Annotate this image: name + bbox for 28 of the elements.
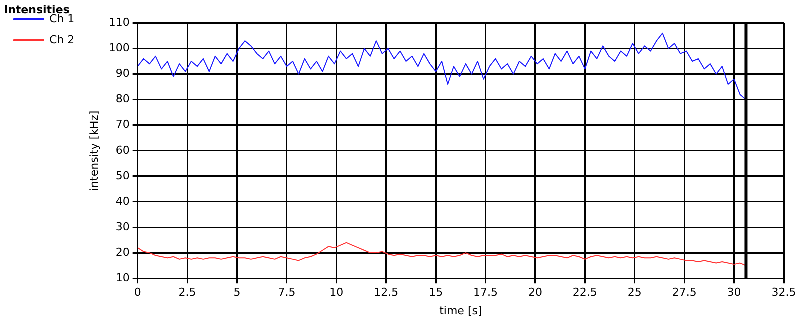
x-tick-label: 22.5 [572, 286, 598, 300]
x-tick-label: 32.5 [772, 286, 796, 300]
y-tick-label: 60 [116, 144, 130, 157]
x-tick-label: 17.5 [474, 286, 498, 300]
x-tick-label: 27.5 [672, 286, 697, 300]
y-tick-label: 70 [116, 118, 130, 132]
legend-label: Ch 2 [50, 33, 75, 46]
y-tick-label: 10 [116, 271, 130, 284]
x-tick-label: 25 [628, 286, 642, 300]
y-tick-label: 90 [116, 67, 130, 80]
x-axis-title: time [s] [440, 304, 482, 318]
x-tick-label: 7.5 [278, 286, 296, 300]
x-tick-label: 20 [528, 286, 542, 300]
x-tick-label: 2.5 [178, 286, 196, 300]
y-tick-label: 40 [116, 194, 130, 208]
y-tick-label: 30 [116, 220, 130, 234]
x-tick-label: 12.5 [374, 286, 399, 300]
x-tick-label: 10 [330, 286, 344, 300]
y-axis-title: intensity [kHz] [88, 110, 102, 191]
x-tick-label: 15 [429, 286, 444, 300]
y-tick-label: 80 [116, 92, 130, 106]
y-tick-label: 110 [108, 16, 130, 30]
y-tick-label: 100 [108, 42, 130, 55]
x-tick-label: 5 [234, 286, 241, 300]
y-tick-label: 50 [116, 169, 130, 182]
x-tick-label: 0 [134, 286, 142, 300]
x-tick-label: 30 [727, 286, 742, 300]
y-tick-label: 20 [116, 246, 130, 259]
